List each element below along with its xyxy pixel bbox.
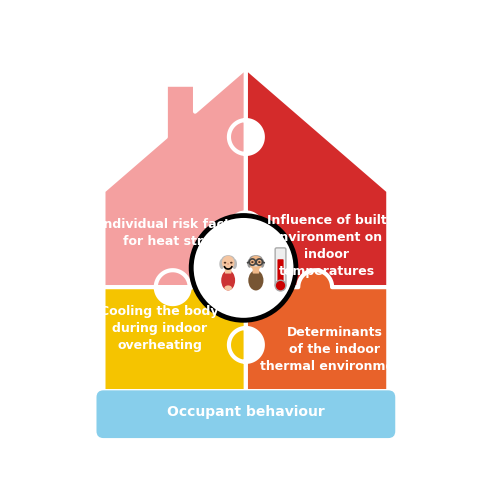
Polygon shape xyxy=(103,68,246,287)
Circle shape xyxy=(275,280,286,291)
Ellipse shape xyxy=(248,270,263,290)
FancyBboxPatch shape xyxy=(225,267,231,274)
Ellipse shape xyxy=(249,255,262,262)
Ellipse shape xyxy=(255,262,257,265)
Ellipse shape xyxy=(247,259,252,268)
Text: Cooling the body
during indoor
overheating: Cooling the body during indoor overheati… xyxy=(101,305,219,352)
FancyBboxPatch shape xyxy=(252,267,259,274)
Text: Determinants
of the indoor
thermal environment: Determinants of the indoor thermal envir… xyxy=(260,326,409,372)
Circle shape xyxy=(191,216,296,320)
Ellipse shape xyxy=(222,256,235,270)
Ellipse shape xyxy=(227,263,229,265)
Ellipse shape xyxy=(224,262,226,264)
Ellipse shape xyxy=(232,259,237,269)
Ellipse shape xyxy=(258,261,261,263)
Ellipse shape xyxy=(221,270,235,290)
Ellipse shape xyxy=(251,261,254,263)
FancyBboxPatch shape xyxy=(275,248,286,286)
Text: Individual risk factors
for heat stress: Individual risk factors for heat stress xyxy=(99,218,251,248)
Ellipse shape xyxy=(219,259,224,269)
Polygon shape xyxy=(103,287,246,391)
Ellipse shape xyxy=(253,264,259,266)
Text: Occupant behaviour: Occupant behaviour xyxy=(167,405,325,419)
Ellipse shape xyxy=(230,262,233,264)
Text: Influence of built
environment on
indoor
temperatures: Influence of built environment on indoor… xyxy=(267,214,387,278)
Polygon shape xyxy=(246,68,388,304)
Ellipse shape xyxy=(249,256,262,270)
Ellipse shape xyxy=(260,259,264,268)
Ellipse shape xyxy=(224,286,232,290)
FancyBboxPatch shape xyxy=(96,390,395,438)
FancyBboxPatch shape xyxy=(277,259,284,285)
Polygon shape xyxy=(246,270,388,391)
Ellipse shape xyxy=(221,255,235,265)
